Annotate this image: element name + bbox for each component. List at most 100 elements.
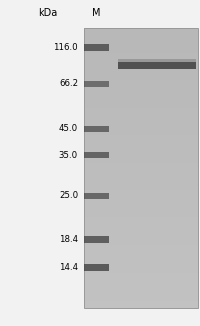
Bar: [84, 161, 198, 162]
Bar: [84, 109, 198, 110]
Bar: [84, 29, 198, 30]
Bar: [84, 166, 198, 167]
Bar: [84, 251, 198, 252]
Bar: [84, 259, 198, 260]
Bar: [84, 34, 198, 35]
Bar: [84, 44, 198, 45]
Bar: [84, 275, 198, 276]
Bar: [84, 67, 198, 68]
Bar: [84, 182, 198, 183]
Bar: [84, 88, 198, 89]
Bar: [84, 297, 198, 298]
Bar: [84, 278, 198, 279]
Bar: [84, 201, 198, 202]
Bar: [84, 79, 198, 80]
Bar: [84, 107, 198, 108]
Bar: [84, 117, 198, 118]
Bar: [84, 298, 198, 299]
Bar: [84, 176, 198, 177]
Bar: [84, 185, 198, 186]
Bar: [84, 291, 198, 292]
Bar: [84, 139, 198, 140]
Bar: [84, 56, 198, 57]
Bar: [84, 250, 198, 251]
Bar: [84, 190, 198, 191]
Text: 45.0: 45.0: [59, 124, 78, 133]
Bar: [118, 62, 196, 69]
Bar: [84, 239, 198, 240]
Bar: [84, 304, 198, 305]
Bar: [84, 124, 198, 125]
Bar: [84, 269, 198, 270]
Bar: [84, 220, 198, 221]
Bar: [84, 158, 198, 159]
Bar: [84, 31, 198, 32]
Bar: [84, 192, 198, 193]
Bar: [84, 214, 198, 215]
Bar: [84, 224, 198, 225]
Bar: [84, 132, 198, 133]
Bar: [84, 256, 198, 257]
Bar: [84, 148, 198, 149]
Bar: [84, 277, 198, 278]
Bar: [84, 197, 198, 198]
Bar: [84, 188, 198, 189]
Bar: [84, 189, 198, 190]
Bar: [84, 28, 198, 308]
Bar: [84, 216, 198, 217]
Bar: [84, 295, 198, 296]
Bar: [84, 129, 198, 130]
Bar: [84, 157, 198, 158]
Bar: [84, 97, 198, 98]
Bar: [84, 64, 198, 65]
Bar: [84, 248, 198, 249]
Bar: [84, 177, 198, 178]
Text: M: M: [92, 8, 101, 18]
Bar: [84, 75, 198, 76]
Bar: [84, 236, 109, 243]
Bar: [84, 208, 198, 209]
Bar: [84, 221, 198, 222]
Bar: [84, 234, 198, 235]
Bar: [84, 98, 198, 99]
Bar: [84, 32, 198, 33]
Bar: [84, 57, 198, 58]
Bar: [84, 261, 198, 262]
Bar: [84, 241, 198, 242]
Bar: [84, 39, 198, 40]
Bar: [84, 146, 198, 147]
Bar: [84, 257, 198, 258]
Bar: [84, 264, 198, 265]
Bar: [84, 35, 198, 36]
Bar: [84, 60, 198, 61]
Bar: [84, 267, 198, 268]
Bar: [84, 50, 198, 51]
Bar: [84, 118, 198, 119]
Bar: [84, 41, 198, 42]
Bar: [84, 76, 198, 77]
Bar: [84, 233, 198, 234]
Bar: [84, 191, 198, 192]
Bar: [84, 292, 198, 293]
Bar: [84, 72, 198, 73]
Bar: [84, 225, 198, 226]
Bar: [84, 301, 198, 302]
Bar: [84, 280, 198, 281]
Bar: [84, 94, 198, 95]
Bar: [84, 288, 198, 289]
Text: kDa: kDa: [38, 8, 58, 18]
Text: 18.4: 18.4: [59, 235, 78, 244]
Bar: [84, 174, 198, 175]
Bar: [84, 142, 198, 143]
Bar: [84, 147, 198, 148]
Bar: [84, 211, 198, 212]
Bar: [84, 111, 198, 112]
Bar: [84, 194, 198, 195]
Bar: [84, 268, 198, 269]
Bar: [84, 271, 198, 272]
Bar: [84, 222, 198, 223]
Bar: [84, 227, 198, 228]
Bar: [84, 125, 198, 126]
Bar: [84, 151, 198, 152]
Bar: [84, 136, 198, 137]
